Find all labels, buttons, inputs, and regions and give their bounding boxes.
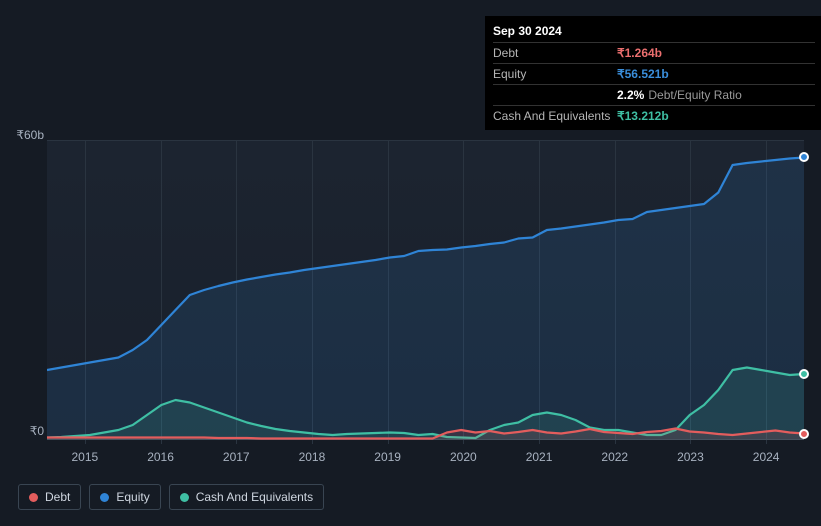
tooltip-row-ratio: 2.2% Debt/Equity Ratio bbox=[493, 84, 815, 105]
y-tick-max: ₹60b bbox=[16, 128, 44, 142]
chart-legend: Debt Equity Cash And Equivalents bbox=[18, 484, 324, 510]
tooltip-value-cash: ₹13.212b bbox=[617, 109, 669, 123]
legend-label: Cash And Equivalents bbox=[196, 490, 313, 504]
legend-item-equity[interactable]: Equity bbox=[89, 484, 160, 510]
x-tick-label: 2017 bbox=[223, 450, 250, 464]
series-svg bbox=[47, 140, 804, 440]
tooltip-label: Debt bbox=[493, 46, 617, 60]
tooltip-label bbox=[493, 88, 617, 102]
tooltip-ratio-value: 2.2% bbox=[617, 88, 644, 102]
hover-marker-cash bbox=[799, 369, 809, 379]
x-tick-label: 2024 bbox=[753, 450, 780, 464]
tooltip-row-debt: Debt ₹1.264b bbox=[493, 42, 815, 63]
legend-label: Debt bbox=[45, 490, 70, 504]
x-tick-label: 2016 bbox=[147, 450, 174, 464]
debt-equity-chart: ₹60b ₹0 2015 2016 2017 2018 2019 2020 2021 2022… bbox=[18, 0, 804, 470]
hover-marker-debt bbox=[799, 429, 809, 439]
tooltip-value-debt: ₹1.264b bbox=[617, 46, 662, 60]
tooltip-row-equity: Equity ₹56.521b bbox=[493, 63, 815, 84]
chart-tooltip: Sep 30 2024 Debt ₹1.264b Equity ₹56.521b… bbox=[485, 16, 821, 130]
tooltip-label: Equity bbox=[493, 67, 617, 81]
x-tick-label: 2023 bbox=[677, 450, 704, 464]
tooltip-ratio-label: Debt/Equity Ratio bbox=[648, 88, 741, 102]
legend-swatch-icon bbox=[180, 493, 189, 502]
legend-label: Equity bbox=[116, 490, 149, 504]
x-tick-label: 2021 bbox=[526, 450, 553, 464]
x-tick-label: 2018 bbox=[299, 450, 326, 464]
legend-swatch-icon bbox=[100, 493, 109, 502]
tooltip-label: Cash And Equivalents bbox=[493, 109, 617, 123]
x-tick-label: 2019 bbox=[374, 450, 401, 464]
legend-item-debt[interactable]: Debt bbox=[18, 484, 81, 510]
x-tick-label: 2015 bbox=[71, 450, 98, 464]
tooltip-row-cash: Cash And Equivalents ₹13.212b bbox=[493, 105, 815, 126]
tooltip-value-equity: ₹56.521b bbox=[617, 67, 669, 81]
legend-item-cash[interactable]: Cash And Equivalents bbox=[169, 484, 324, 510]
legend-swatch-icon bbox=[29, 493, 38, 502]
x-tick-label: 2022 bbox=[601, 450, 628, 464]
series-area-equity bbox=[47, 158, 804, 441]
tooltip-date: Sep 30 2024 bbox=[493, 22, 815, 42]
y-tick-min: ₹0 bbox=[30, 424, 44, 438]
hover-marker-equity bbox=[799, 152, 809, 162]
x-tick-label: 2020 bbox=[450, 450, 477, 464]
